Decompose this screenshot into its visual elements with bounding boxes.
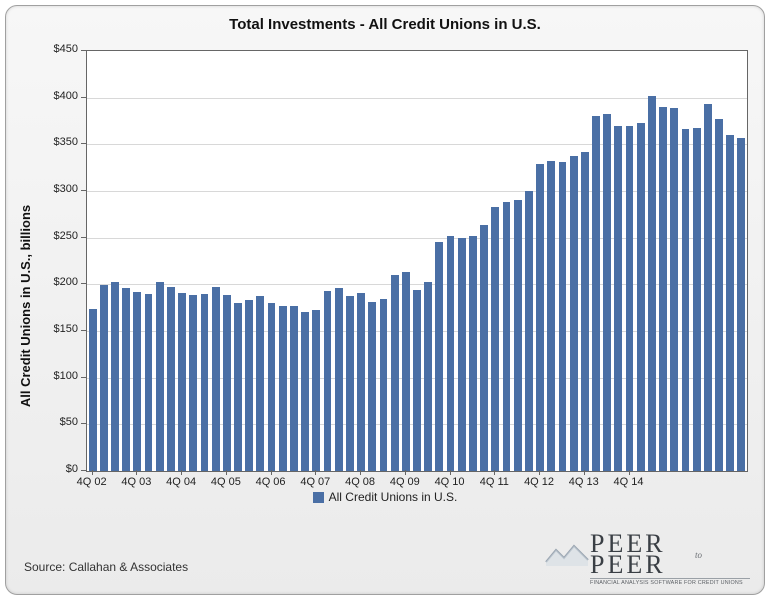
bar [637, 123, 645, 471]
x-tick-label: 4Q 08 [345, 476, 375, 488]
bar [670, 108, 678, 471]
bar [368, 302, 376, 471]
chart-panel: Total Investments - All Credit Unions in… [5, 5, 765, 595]
plot-area [86, 50, 748, 472]
legend: All Credit Unions in U.S. [6, 490, 764, 504]
bar [268, 303, 276, 471]
bar [212, 287, 220, 471]
bar [659, 107, 667, 471]
bar [581, 152, 589, 471]
bar [178, 293, 186, 471]
y-tick-label: $250 [44, 230, 78, 242]
bar [547, 161, 555, 471]
bar [256, 296, 264, 471]
y-tick-label: $450 [44, 43, 78, 55]
bar [570, 156, 578, 471]
bar [290, 306, 298, 471]
bar [346, 296, 354, 471]
y-tick-label: $200 [44, 276, 78, 288]
bar [301, 312, 309, 471]
bar [279, 306, 287, 471]
bar [133, 292, 141, 471]
bar [514, 200, 522, 471]
x-tick-label: 4Q 09 [390, 476, 420, 488]
y-tick-label: $150 [44, 323, 78, 335]
bar [447, 236, 455, 471]
source-text: Source: Callahan & Associates [24, 560, 188, 574]
bar [167, 287, 175, 471]
logo-to-text: to [695, 552, 702, 559]
bar [525, 191, 533, 471]
peer-to-peer-logo: PEERPEER to FINANCIAL ANALYSIS SOFTWARE … [590, 534, 750, 586]
x-tick-label: 4Q 12 [524, 476, 554, 488]
bar [234, 303, 242, 471]
bar [592, 116, 600, 471]
y-tick-label: $400 [44, 90, 78, 102]
bar [458, 238, 466, 471]
logo-swoosh-icon [544, 540, 590, 568]
y-tick-label: $0 [44, 463, 78, 475]
bar [312, 310, 320, 471]
bar [402, 272, 410, 471]
bar [469, 236, 477, 471]
bar [693, 128, 701, 471]
x-tick-label: 4Q 05 [211, 476, 241, 488]
x-tick-label: 4Q 02 [77, 476, 107, 488]
y-tick-label: $50 [44, 416, 78, 428]
bar [324, 291, 332, 471]
y-tick-label: $300 [44, 183, 78, 195]
bar [648, 96, 656, 471]
bar [715, 119, 723, 471]
bar [726, 135, 734, 471]
bar [737, 138, 745, 471]
bar [480, 225, 488, 471]
bar [189, 295, 197, 471]
bar [603, 114, 611, 471]
bar [201, 294, 209, 471]
bar [704, 104, 712, 471]
x-tick-label: 4Q 04 [166, 476, 196, 488]
bar [391, 275, 399, 471]
bar [145, 294, 153, 471]
bar [335, 288, 343, 471]
bar [357, 293, 365, 471]
bar [559, 162, 567, 471]
x-tick-label: 4Q 14 [614, 476, 644, 488]
bar [491, 207, 499, 471]
bar [626, 126, 634, 471]
legend-swatch [313, 492, 324, 503]
bar [156, 282, 164, 471]
chart-title: Total Investments - All Credit Unions in… [6, 16, 764, 33]
x-tick-label: 4Q 13 [569, 476, 599, 488]
bar [122, 288, 130, 471]
legend-label: All Credit Unions in U.S. [329, 490, 458, 504]
x-tick-label: 4Q 11 [480, 476, 509, 488]
bar [89, 309, 97, 471]
x-tick-label: 4Q 03 [121, 476, 151, 488]
x-tick-label: 4Q 06 [256, 476, 286, 488]
bar [435, 242, 443, 471]
bar [100, 285, 108, 471]
bar [424, 282, 432, 471]
bar [223, 295, 231, 471]
bar [111, 282, 119, 471]
bar [245, 300, 253, 471]
y-tick-label: $100 [44, 370, 78, 382]
bar [380, 299, 388, 471]
bar [503, 202, 511, 471]
x-tick-label: 4Q 07 [300, 476, 330, 488]
bar [413, 290, 421, 471]
bar [536, 164, 544, 471]
logo-text: PEERPEER to [590, 534, 750, 576]
bar [614, 126, 622, 471]
y-tick-label: $350 [44, 136, 78, 148]
x-tick-label: 4Q 10 [435, 476, 465, 488]
bar [682, 129, 690, 471]
